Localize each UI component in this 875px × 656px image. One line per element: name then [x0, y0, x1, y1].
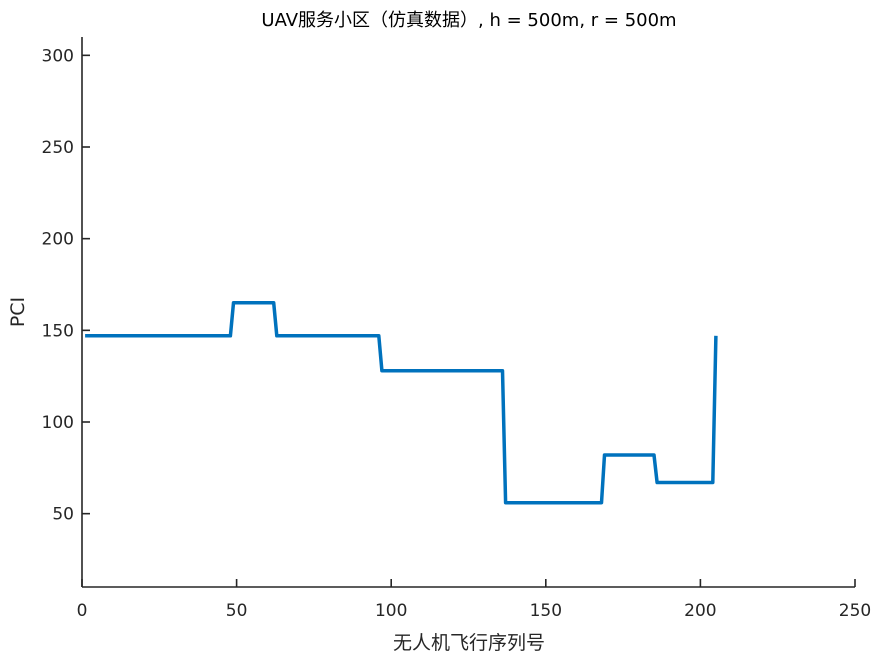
- y-tick-label: 50: [52, 505, 74, 525]
- y-tick-label: 300: [42, 46, 74, 66]
- x-tick-label: 250: [839, 601, 871, 621]
- x-axis-ticks: 0 50 100 150 200 250: [77, 579, 871, 621]
- y-tick-label: 150: [42, 321, 74, 341]
- plot-area: 0 50 100 150 200 250 50 100 150 200 250 300: [42, 37, 871, 621]
- x-tick-label: 0: [77, 601, 88, 621]
- x-axis-title: 无人机飞行序列号: [393, 632, 545, 654]
- chart-title: UAV服务小区（仿真数据）, h = 500m, r = 500m: [261, 10, 676, 31]
- y-tick-label: 200: [42, 230, 74, 250]
- x-tick-label: 50: [226, 601, 248, 621]
- y-axis-ticks: 50 100 150 200 250 300: [42, 46, 90, 525]
- y-axis-title: PCI: [7, 297, 29, 327]
- x-tick-label: 200: [684, 601, 716, 621]
- x-tick-label: 100: [375, 601, 407, 621]
- y-tick-label: 100: [42, 413, 74, 433]
- data-line: [85, 301, 718, 505]
- y-tick-label: 250: [42, 138, 74, 158]
- x-tick-label: 150: [530, 601, 562, 621]
